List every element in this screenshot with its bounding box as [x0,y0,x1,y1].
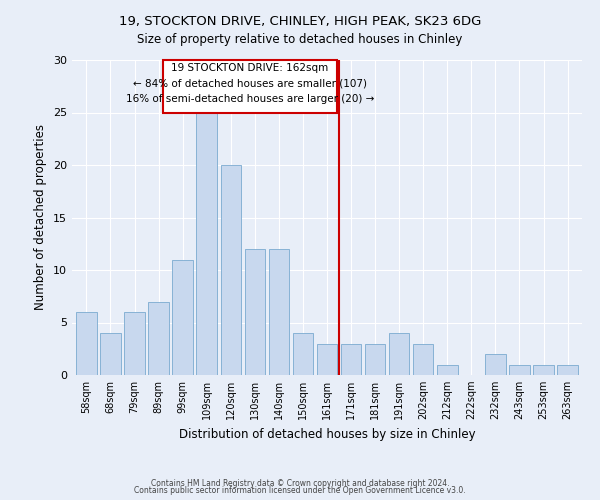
Bar [533,364,554,375]
Text: Size of property relative to detached houses in Chinley: Size of property relative to detached ho… [137,32,463,46]
Bar [148,302,169,375]
Bar [100,333,121,375]
Text: ← 84% of detached houses are smaller (107): ← 84% of detached houses are smaller (10… [133,78,367,88]
Bar [389,333,409,375]
Bar [365,344,385,375]
Bar [509,364,530,375]
Text: 16% of semi-detached houses are larger (20) →: 16% of semi-detached houses are larger (… [126,94,374,104]
Bar [293,333,313,375]
Bar [485,354,506,375]
Bar [341,344,361,375]
Bar [413,344,433,375]
Text: Contains public sector information licensed under the Open Government Licence v3: Contains public sector information licen… [134,486,466,495]
Text: Contains HM Land Registry data © Crown copyright and database right 2024.: Contains HM Land Registry data © Crown c… [151,478,449,488]
Bar [196,112,217,375]
Bar [172,260,193,375]
Text: 19 STOCKTON DRIVE: 162sqm: 19 STOCKTON DRIVE: 162sqm [172,64,329,74]
Bar [163,60,337,112]
Bar [76,312,97,375]
Bar [317,344,337,375]
Bar [269,249,289,375]
Y-axis label: Number of detached properties: Number of detached properties [34,124,47,310]
X-axis label: Distribution of detached houses by size in Chinley: Distribution of detached houses by size … [179,428,475,440]
Text: 19, STOCKTON DRIVE, CHINLEY, HIGH PEAK, SK23 6DG: 19, STOCKTON DRIVE, CHINLEY, HIGH PEAK, … [119,15,481,28]
Bar [221,165,241,375]
Bar [557,364,578,375]
Bar [124,312,145,375]
Bar [437,364,458,375]
Bar [245,249,265,375]
